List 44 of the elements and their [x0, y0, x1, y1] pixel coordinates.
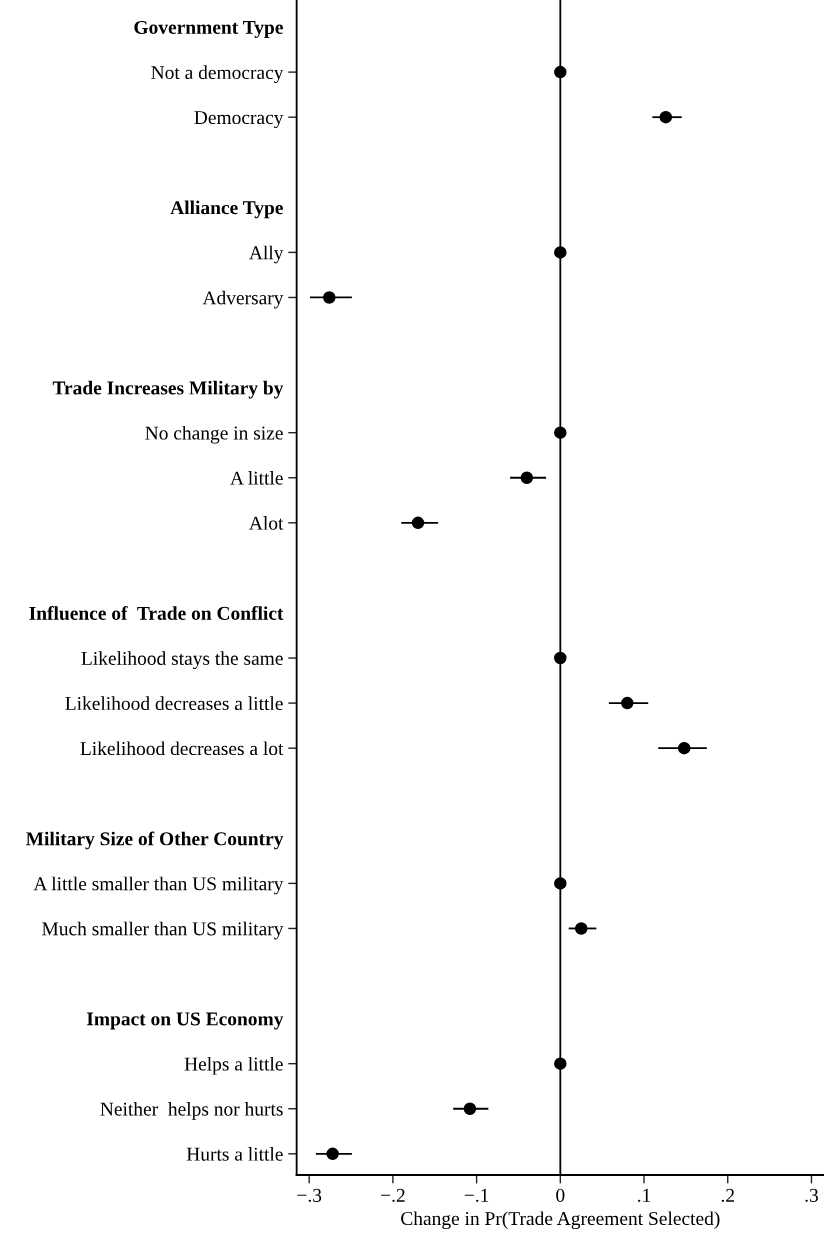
point: [554, 1057, 567, 1070]
point: [554, 426, 567, 439]
y-tick-label: Adversary: [202, 290, 284, 309]
point: [677, 741, 691, 755]
y-tick-label: Neither helps nor hurts: [100, 1102, 283, 1120]
y-tick-label: Ally: [249, 245, 284, 264]
y-tick-label: Alliance Type: [170, 200, 283, 219]
y-tick-label: No change in size: [145, 425, 283, 444]
point: [659, 110, 673, 124]
point: [463, 1102, 477, 1115]
x-tick-label: .3: [805, 1188, 818, 1202]
x-tick-label: −.1: [464, 1188, 489, 1202]
y-tick-label: Likelihood stays the same: [81, 651, 283, 669]
y-tick-label: Much smaller than US military: [42, 921, 284, 940]
x-tick-label: −.2: [381, 1188, 405, 1202]
y-tick-label: A little: [230, 471, 283, 485]
y-tick-label: Hurts a little: [186, 1147, 283, 1161]
x-tick-label: −.3: [297, 1188, 322, 1202]
y-tick-label: Likelihood decreases a little: [65, 696, 283, 711]
point: [326, 1147, 339, 1161]
y-tick-label: Impact on US Economy: [86, 1012, 284, 1030]
y-tick-label: Trade Increases Military by: [52, 380, 284, 399]
y-tick-label: Likelihood decreases a lot: [80, 741, 284, 756]
y-tick-label: Influence of Trade on Conflict: [29, 606, 284, 620]
x-axis-title: Change in Pr(Trade Agreement Selected): [401, 1211, 720, 1230]
x-tick-label: .2: [721, 1188, 734, 1202]
y-tick-label: Democracy: [194, 111, 284, 129]
x-tick-label: 0: [556, 1188, 565, 1202]
y-tick-label: Helps a little: [184, 1056, 283, 1075]
y-tick-label: Military Size of Other Country: [26, 831, 284, 850]
point: [323, 291, 336, 304]
x-tick-label: .1: [638, 1188, 651, 1202]
point: [554, 246, 567, 259]
y-tick-label: Alot: [249, 516, 284, 530]
point: [554, 877, 567, 890]
point: [520, 471, 534, 485]
y-tick-label: Government Type: [134, 20, 283, 38]
point: [574, 922, 588, 935]
point: [554, 65, 567, 79]
y-tick-label: A little smaller than US military: [33, 876, 284, 895]
point: [621, 696, 634, 710]
point: [411, 516, 425, 530]
point: [554, 651, 567, 665]
y-tick-label: Not a democracy: [151, 65, 284, 84]
